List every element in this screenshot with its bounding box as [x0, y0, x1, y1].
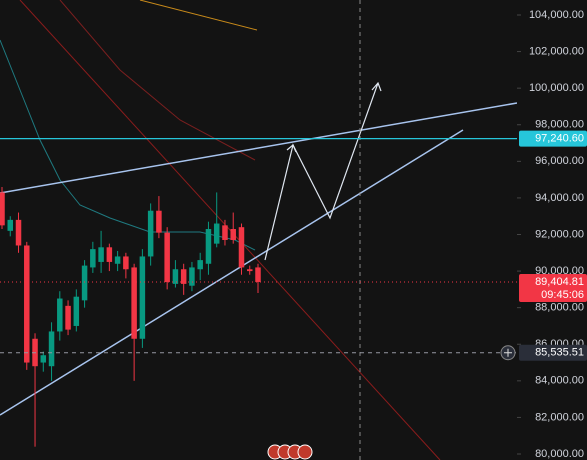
candle-body [147, 210, 154, 257]
candle [164, 227, 170, 290]
candle [131, 263, 137, 381]
candle-body [81, 265, 88, 301]
candle [189, 261, 195, 292]
candle-body [15, 219, 22, 246]
candle [180, 263, 187, 295]
candle [246, 265, 253, 275]
candle-body [0, 192, 5, 226]
trend-line [0, 102, 518, 194]
arrow-head [371, 81, 382, 92]
candle [197, 252, 203, 281]
ma-line [59, 0, 256, 161]
candle [238, 223, 245, 275]
candle [205, 221, 212, 275]
candle [147, 203, 154, 266]
candle-body [57, 298, 63, 332]
candle [156, 196, 162, 239]
price-tag-label: 97,240.60 [535, 133, 584, 145]
y-tick-label: 100,000.00 [529, 82, 584, 94]
candle-body [98, 247, 104, 262]
y-tick-label: 94,000.00 [535, 192, 584, 204]
candle [15, 212, 22, 253]
flag-icon [297, 444, 313, 460]
candle [65, 300, 71, 336]
trend-line [19, 0, 441, 460]
y-tick-label: 92,000.00 [535, 228, 584, 240]
candle-body [114, 256, 121, 264]
y-tick-label: 88,000.00 [535, 302, 584, 314]
price-tag [519, 344, 587, 361]
candle-body [106, 247, 113, 262]
candle [24, 241, 30, 370]
candle [48, 322, 55, 381]
y-tick-label: 98,000.00 [535, 119, 584, 131]
candle [90, 241, 96, 273]
price-axis [517, 0, 587, 460]
candle [106, 243, 113, 272]
candle-body [246, 269, 253, 272]
candle [81, 260, 88, 308]
y-tick-label: 102,000.00 [529, 45, 584, 57]
candle [114, 250, 121, 272]
price-tag-label: 89,404.81 [535, 276, 584, 288]
candle-body [48, 331, 55, 367]
candle-body [164, 232, 170, 283]
price-tag [519, 273, 587, 302]
candle [222, 219, 228, 246]
candle [73, 289, 80, 332]
candle [57, 291, 63, 341]
y-tick-label: 96,000.00 [535, 155, 584, 167]
candle [172, 260, 179, 288]
countdown: 09:45:06 [541, 289, 584, 301]
candle [40, 351, 47, 372]
event-icons [267, 444, 313, 460]
candle [7, 216, 14, 237]
candle-body [213, 223, 220, 244]
candle [139, 249, 146, 348]
candle-body [131, 267, 137, 339]
candle [123, 252, 129, 279]
candle-body [180, 269, 187, 284]
y-tick-label: 104,000.00 [529, 9, 584, 21]
price-tag [519, 130, 587, 147]
price-tag-label: 85,535.51 [535, 347, 584, 359]
candle-body [7, 219, 14, 231]
candle [0, 186, 5, 230]
candle-body [24, 245, 30, 363]
candle-body [222, 225, 228, 240]
candle-body [65, 305, 71, 330]
candle-body [189, 267, 195, 286]
arrow-head [286, 144, 297, 153]
y-tick-label: 82,000.00 [535, 411, 584, 423]
candle-body [139, 256, 146, 339]
candle-body [90, 249, 96, 268]
candle-body [238, 227, 245, 268]
candle-body [40, 355, 47, 363]
y-tick-label: 80,000.00 [535, 448, 584, 460]
candle [98, 230, 104, 273]
candle [255, 263, 261, 294]
y-tick-label: 84,000.00 [535, 375, 584, 387]
path-arrow [264, 82, 379, 261]
trend-line [0, 129, 464, 416]
candle-body [73, 296, 80, 326]
ma-line [139, 0, 258, 31]
candle-body [205, 229, 212, 264]
candle-body [255, 267, 261, 282]
candle-body [230, 229, 236, 240]
add-icon [504, 348, 512, 357]
candle-body [172, 269, 179, 284]
candle [213, 192, 220, 248]
candle-body [156, 210, 162, 233]
candle [230, 212, 236, 244]
candle-body [197, 260, 203, 270]
candle-body [123, 256, 129, 270]
drawings [0, 0, 518, 460]
